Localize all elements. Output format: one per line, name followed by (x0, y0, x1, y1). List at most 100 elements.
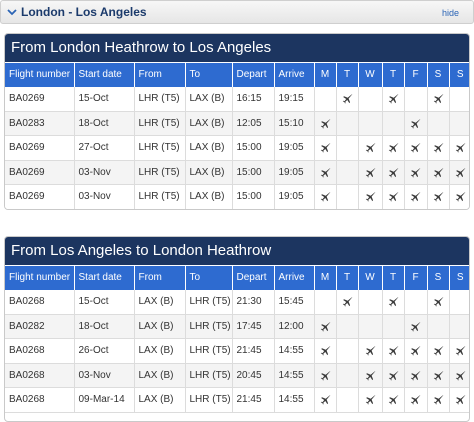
column-header-fri: F (404, 62, 428, 87)
depart-cell: 21:45 (232, 387, 275, 413)
plane-icon (388, 296, 399, 307)
plane-icon (365, 370, 376, 381)
start-date-cell: 18-Oct (74, 314, 135, 339)
sun-day-cell (449, 387, 469, 413)
thu-day-cell (382, 338, 405, 364)
depart-cell: 15:00 (232, 160, 275, 185)
to-cell: LAX (B) (185, 160, 233, 185)
column-header-arrive: Arrive (274, 62, 315, 87)
arrive-cell: 14:55 (274, 387, 315, 413)
plane-icon (365, 142, 376, 153)
from-cell: LAX (B) (134, 387, 186, 413)
plane-icon (320, 370, 331, 381)
chevron-down-icon[interactable] (5, 5, 19, 19)
thu-day-cell (382, 160, 405, 185)
to-cell: LAX (B) (185, 184, 233, 209)
column-header-to: To (185, 265, 233, 290)
return-schedule-table: Flight number Start date From To Depart Arriv… (5, 265, 469, 413)
plane-icon (365, 394, 376, 405)
mon-day-cell (314, 314, 337, 339)
depart-cell: 16:15 (232, 86, 275, 112)
return-rows: BA0268 15-Oct LAX (B) LHR (T5) 21:30 15:45 BA0… (5, 289, 469, 413)
flight-number-cell: BA0268 (5, 289, 75, 315)
from-cell: LAX (B) (134, 363, 186, 388)
sun-day-cell (449, 338, 469, 364)
return-schedule-panel: From Los Angeles to London Heathrow Flig… (4, 236, 470, 422)
from-cell: LHR (T5) (134, 111, 186, 136)
column-header-thu: T (382, 62, 405, 87)
table-row: BA0269 03-Nov LHR (T5) LAX (B) 15:00 19:05 (5, 160, 469, 185)
plane-icon (342, 93, 353, 104)
plane-icon (388, 191, 399, 202)
plane-icon (320, 394, 331, 405)
flight-number-cell: BA0282 (5, 314, 75, 339)
flight-number-cell: BA0268 (5, 338, 75, 364)
mon-day-cell (314, 135, 337, 161)
depart-cell: 20:45 (232, 363, 275, 388)
arrive-cell: 15:45 (274, 289, 315, 315)
sun-day-cell (449, 184, 469, 209)
hide-link[interactable]: hide (441, 8, 459, 18)
arrive-cell: 12:00 (274, 314, 315, 339)
sat-day-cell (427, 160, 450, 185)
arrive-cell: 14:55 (274, 338, 315, 364)
fri-day-cell (404, 338, 428, 364)
plane-icon (433, 296, 444, 307)
plane-icon (455, 167, 466, 178)
outbound-schedule-table: Flight number Start date From To Depart Arriv… (5, 62, 469, 209)
column-header-sun: S (449, 265, 469, 290)
plane-icon (320, 345, 331, 356)
fri-day-cell (404, 86, 428, 112)
mon-day-cell (314, 387, 337, 413)
plane-icon (320, 142, 331, 153)
wed-day-cell (358, 111, 383, 136)
sun-day-cell (449, 363, 469, 388)
plane-icon (410, 191, 421, 202)
thu-day-cell (382, 86, 405, 112)
flight-number-cell: BA0269 (5, 135, 75, 161)
depart-cell: 21:45 (232, 338, 275, 364)
sat-day-cell (427, 314, 450, 339)
table-row: BA0282 18-Oct LAX (B) LHR (T5) 17:45 12:00 (5, 314, 469, 339)
to-cell: LHR (T5) (185, 314, 233, 339)
sun-day-cell (449, 86, 469, 112)
thu-day-cell (382, 314, 405, 339)
depart-cell: 12:05 (232, 111, 275, 136)
thu-day-cell (382, 111, 405, 136)
plane-icon (410, 167, 421, 178)
fri-day-cell (404, 363, 428, 388)
table-row: BA0283 18-Oct LHR (T5) LAX (B) 12:05 15:10 (5, 111, 469, 136)
from-cell: LAX (B) (134, 289, 186, 315)
plane-icon (365, 191, 376, 202)
flight-number-cell: BA0283 (5, 111, 75, 136)
tue-day-cell (336, 289, 359, 315)
mon-day-cell (314, 111, 337, 136)
plane-icon (455, 142, 466, 153)
start-date-cell: 15-Oct (74, 86, 135, 112)
sun-day-cell (449, 160, 469, 185)
sat-day-cell (427, 111, 450, 136)
fri-day-cell (404, 111, 428, 136)
wed-day-cell (358, 160, 383, 185)
plane-icon (455, 370, 466, 381)
from-cell: LHR (T5) (134, 160, 186, 185)
plane-icon (342, 296, 353, 307)
column-header-depart: Depart (232, 265, 275, 290)
column-header-arrive: Arrive (274, 265, 315, 290)
plane-icon (455, 394, 466, 405)
sat-day-cell (427, 86, 450, 112)
start-date-cell: 09-Mar-14 (74, 387, 135, 413)
thu-day-cell (382, 184, 405, 209)
outbound-rows: BA0269 15-Oct LHR (T5) LAX (B) 16:15 19:15 BA0… (5, 86, 469, 209)
thu-day-cell (382, 387, 405, 413)
sat-day-cell (427, 135, 450, 161)
plane-icon (320, 167, 331, 178)
plane-icon (433, 345, 444, 356)
wed-day-cell (358, 387, 383, 413)
start-date-cell: 27-Oct (74, 135, 135, 161)
sat-day-cell (427, 363, 450, 388)
table-row: BA0269 15-Oct LHR (T5) LAX (B) 16:15 19:15 (5, 86, 469, 112)
mon-day-cell (314, 184, 337, 209)
wed-day-cell (358, 289, 383, 315)
plane-icon (388, 142, 399, 153)
